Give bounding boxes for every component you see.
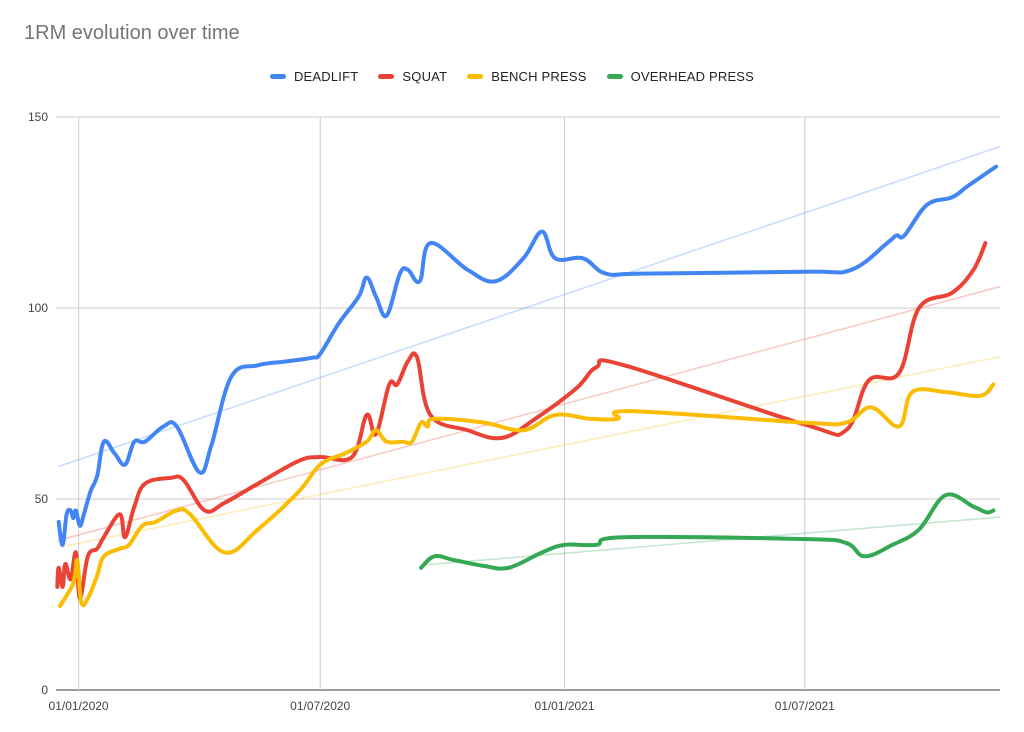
legend-item-overhead-press[interactable]: OVERHEAD PRESS [606,68,755,85]
legend-swatch [378,74,395,80]
y-tick-label: 50 [35,492,49,506]
legend-label: DEADLIFT [293,69,359,85]
gridlines [56,116,1000,691]
x-tick-label: 01/07/2020 [290,699,350,713]
legend-item-deadlift[interactable]: DEADLIFT [269,68,359,85]
trendline-deadlift [58,145,1001,468]
x-tick-label: 01/01/2020 [49,699,109,713]
y-tick-label: 100 [28,301,48,315]
trendline-overhead-press [421,516,1001,566]
legend-swatch [269,74,286,80]
legend-swatch [606,74,623,80]
y-tick-label: 150 [28,110,48,124]
trendline-bench-press [59,355,1001,548]
series-line-overhead-press[interactable] [419,492,996,571]
legend-label: BENCH PRESS [491,69,587,85]
series-lines [55,164,999,608]
series-line-bench-press[interactable] [57,382,996,608]
legend-item-bench-press[interactable]: BENCH PRESS [467,68,586,84]
legend-item-squat[interactable]: SQUAT [378,68,447,84]
legend-label: OVERHEAD PRESS [630,69,755,85]
trendlines [57,145,1001,566]
legend: DEADLIFT SQUAT BENCH PRESS OVERHEAD PRESS [0,68,1024,84]
series-line-deadlift[interactable] [56,164,999,547]
legend-label: SQUAT [402,69,448,85]
x-tick-label: 01/01/2021 [534,699,594,713]
x-tick-label: 01/07/2021 [775,699,835,713]
y-tick-label: 0 [41,683,48,697]
chart-title: 1RM evolution over time [24,22,240,44]
legend-swatch [467,74,484,80]
axes: 0 50 100 150 01/01/2020 01/07/2020 01/01/2021 0… [28,110,835,713]
trendline-squat [57,285,1001,542]
